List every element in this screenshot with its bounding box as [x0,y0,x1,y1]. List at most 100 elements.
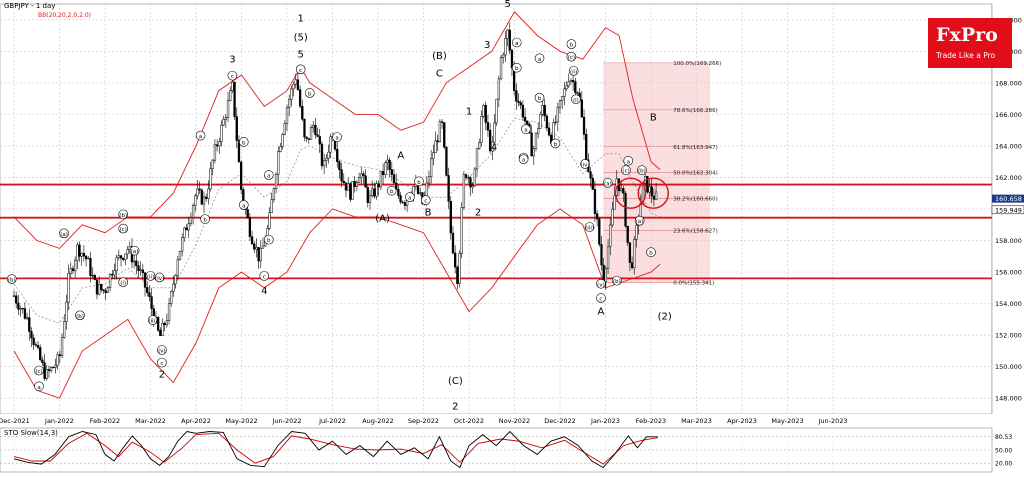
candle-body [541,104,544,115]
wave-label: a [335,136,338,142]
candle-body [224,117,227,120]
wave-label: 2 [159,370,165,381]
wave-label-circle [263,234,274,245]
candle-body [438,121,442,143]
wave-label: (iv) [155,276,164,282]
wave-label: (ii) [147,274,154,280]
candle-body [650,186,653,197]
candle-body [146,287,149,293]
wave-label: (2) [658,311,672,322]
candle-body [449,201,452,234]
candle-body [561,96,564,101]
candle-body [288,99,291,108]
candle-body [620,188,623,192]
candles [12,22,658,381]
candle-body [108,273,112,288]
time-tick-label: Jan-2022 [44,417,74,425]
candle-body [198,188,201,191]
candle-body [176,259,179,276]
oscillator-level-label: 50.00 [995,448,1012,455]
price-tick-label: 164.000 [995,142,1022,150]
logo-tagline: Trade Like a Pro [936,51,996,60]
wave-label: 1 [297,13,303,24]
fib-level-label: 78.6%(166.286) [673,108,718,114]
wave-label: c [160,361,163,367]
candle-body [76,244,79,261]
candle-body [213,144,217,161]
time-tick-label: Nov-2022 [499,417,530,425]
candle-body [537,128,540,134]
candle-body [325,157,328,161]
candle-body [362,173,365,177]
wave-label-circle [511,37,522,48]
wave-label-circle [147,315,158,325]
candle-body [364,175,367,188]
candle-body [41,359,44,363]
candle-body [207,188,210,199]
candle-body [388,159,391,170]
wave-label: (5) [294,32,308,43]
candle-body [69,268,72,274]
candle-body [344,182,348,191]
wave-label: 5 [504,0,510,10]
wave-label-circle [118,277,128,287]
candle-body [545,115,549,129]
wave-label-circle [511,62,522,73]
candle-body [82,252,86,257]
candle-body [141,269,145,274]
wave-label: a [522,158,525,164]
candle-body [534,132,538,149]
price-tick-label: 150.000 [995,363,1022,371]
fib-labels: 100.0%(169.266) 78.6%(166.286) 61.8%(163.9… [673,61,721,287]
time-tick-label: Oct-2022 [454,417,484,425]
wave-label: (B) [432,51,447,62]
wave-label-circle [621,165,631,176]
wave-label: c [599,296,602,302]
candle-body [205,196,208,199]
wave-label: a [515,41,518,47]
candle-body [360,173,363,178]
candle-body [515,90,518,102]
wave-label-circle [584,222,595,232]
candle-body [504,38,507,56]
candle-body [167,303,171,321]
wave-label-circle [534,92,545,103]
price-tick-label: 158.000 [995,237,1022,245]
wave-label: 2 [475,207,481,218]
circle-annotations [614,177,669,209]
candle-body [440,121,444,123]
fxpro-logo[interactable]: FxPro Trade Like a Pro [928,18,1012,68]
candle-body [355,182,359,187]
fib-level-label: 100.0%(169.266) [673,61,721,67]
candle-body [488,129,492,152]
wave-label: A [598,307,605,318]
wave-label-circle [157,345,167,355]
candle-body [150,296,153,309]
candle-body [576,92,579,94]
candle-body [327,151,330,159]
price-tick-label: 152.000 [995,332,1022,340]
highlight-circle [614,177,647,209]
candle-body [196,188,199,197]
wave-label: a [524,128,527,134]
candle-body [464,174,468,179]
grid [0,3,993,415]
candle-body [329,136,332,153]
price-marker-label: 159.949 [995,206,1022,214]
candle-body [253,243,256,250]
candle-body [316,134,319,137]
candle-body [401,201,404,203]
wave-label-circle [295,64,306,75]
candle-body [392,174,396,184]
wave-label: (A) [375,214,390,225]
candle-body [622,188,625,194]
candle-body [21,308,24,310]
wave-label: 2 [452,401,458,412]
candle-body [106,287,110,293]
wave-label-circle [602,178,613,188]
candle-body [215,144,219,147]
candle-body [580,99,583,118]
wave-label-circle [75,310,85,321]
wave-label: a [242,203,245,209]
